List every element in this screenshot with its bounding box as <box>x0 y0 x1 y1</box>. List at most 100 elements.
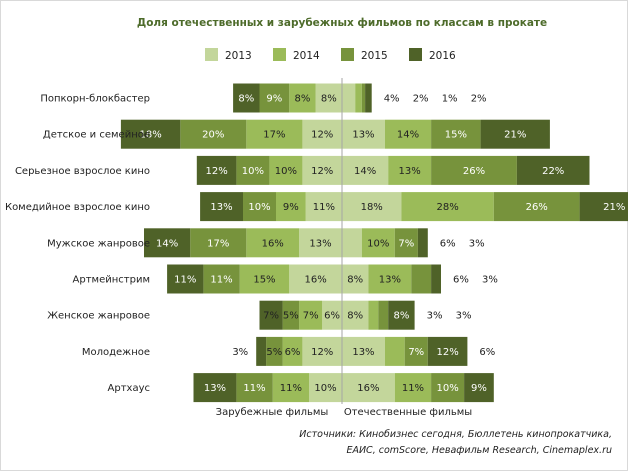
data-label-domestic: 8% <box>347 275 363 286</box>
source-line-2: ЕАИС, comScore, Невафильм Research, Cine… <box>346 445 612 456</box>
source-line-1: Источники: Кинобизнес сегодня, Бюллетень… <box>299 429 612 440</box>
bar-foreign-2014 <box>276 192 306 222</box>
data-label-domestic: 2% <box>413 94 429 105</box>
data-label-foreign: 9% <box>266 94 282 105</box>
bar-domestic-2014 <box>388 155 432 185</box>
bar-domestic-2014 <box>384 119 432 149</box>
data-label-domestic: 21% <box>603 202 625 213</box>
legend-swatch-2013 <box>205 48 218 61</box>
data-label-domestic: 6% <box>453 275 469 286</box>
category-label: Комедийное взрослое кино <box>5 202 150 213</box>
data-label-foreign: 13% <box>204 383 226 394</box>
bar-foreign-2013 <box>302 155 342 185</box>
data-label-foreign: 12% <box>205 166 227 177</box>
data-label-domestic: 10% <box>367 238 389 249</box>
data-label-domestic: 13% <box>379 275 401 286</box>
data-label-foreign: 12% <box>311 130 333 141</box>
bar-domestic-2015 <box>394 228 418 258</box>
bar-foreign-2013 <box>302 336 342 366</box>
data-label-domestic: 15% <box>445 130 467 141</box>
data-label-domestic: 8% <box>393 311 409 322</box>
legend-swatch-2016 <box>409 48 422 61</box>
bar-foreign-2016 <box>200 192 243 222</box>
data-label-domestic: 11% <box>402 383 424 394</box>
bar-foreign-2016 <box>196 155 237 185</box>
category-label: Попкорн-блокбастер <box>40 94 150 105</box>
data-label-domestic: 3% <box>456 311 472 322</box>
bar-foreign-2014 <box>282 336 303 366</box>
data-label-domestic: 6% <box>479 347 495 358</box>
category-label: Артхаус <box>108 383 150 394</box>
bar-domestic-2014 <box>368 264 412 294</box>
data-label-domestic: 26% <box>463 166 485 177</box>
bar-foreign-2016 <box>256 336 267 366</box>
bar-domestic-2013 <box>342 228 362 258</box>
data-label-domestic: 14% <box>397 130 419 141</box>
bar-domestic-2015 <box>431 155 517 185</box>
bar-foreign-2015 <box>236 373 273 403</box>
bar-foreign-2015 <box>236 155 270 185</box>
bar-domestic-2013 <box>342 336 385 366</box>
data-label-domestic: 22% <box>542 166 564 177</box>
bar-foreign-2015 <box>190 228 247 258</box>
bar-domestic-2013 <box>342 83 356 113</box>
data-label-foreign: 17% <box>207 238 229 249</box>
data-label-foreign: 3% <box>232 347 248 358</box>
data-label-foreign: 11% <box>243 383 265 394</box>
bar-domestic-2015 <box>431 119 481 149</box>
data-label-foreign: 12% <box>311 166 333 177</box>
bar-foreign-2016 <box>167 264 204 294</box>
data-label-domestic: 6% <box>440 238 456 249</box>
domestic-axis-label: Отечественные фильмы <box>344 407 472 418</box>
legend-label-2013: 2013 <box>225 50 252 62</box>
data-label-foreign: 13% <box>210 202 232 213</box>
category-label: Молодежное <box>82 347 150 358</box>
legend-label-2014: 2014 <box>293 50 320 62</box>
data-label-foreign: 10% <box>248 202 270 213</box>
bar-foreign-2013 <box>315 83 342 113</box>
data-label-foreign: 18% <box>139 130 161 141</box>
bar-domestic-2016 <box>365 83 372 113</box>
data-label-domestic: 3% <box>427 311 443 322</box>
data-label-foreign: 5% <box>283 311 299 322</box>
bar-foreign-2014 <box>299 300 323 330</box>
bar-domestic-2013 <box>342 192 402 222</box>
data-label-foreign: 11% <box>313 202 335 213</box>
data-label-domestic: 9% <box>471 383 487 394</box>
bar-foreign-2016 <box>233 83 260 113</box>
data-label-foreign: 8% <box>321 94 337 105</box>
legend-swatch-2015 <box>341 48 354 61</box>
data-label-domestic: 3% <box>482 275 498 286</box>
data-label-domestic: 7% <box>398 238 414 249</box>
bar-domestic-2013 <box>342 373 395 403</box>
data-label-foreign: 20% <box>202 130 224 141</box>
data-label-foreign: 15% <box>253 275 275 286</box>
data-label-foreign: 8% <box>238 94 254 105</box>
data-label-domestic: 4% <box>384 94 400 105</box>
data-label-foreign: 8% <box>294 94 310 105</box>
data-label-foreign: 5% <box>266 347 282 358</box>
bar-foreign-2015 <box>266 336 283 366</box>
data-label-domestic: 10% <box>436 383 458 394</box>
data-label-domestic: 13% <box>352 347 374 358</box>
data-label-domestic: 21% <box>504 130 526 141</box>
data-label-foreign: 11% <box>280 383 302 394</box>
bar-domestic-2015 <box>404 336 428 366</box>
bar-domestic-2016 <box>579 192 628 222</box>
bar-domestic-2016 <box>417 228 428 258</box>
category-label: Серьезное взрослое кино <box>15 166 150 177</box>
bar-foreign-2015 <box>180 119 247 149</box>
bar-foreign-2016 <box>193 373 237 403</box>
bar-domestic-2015 <box>411 264 432 294</box>
legend-swatch-2014 <box>273 48 286 61</box>
data-label-foreign: 17% <box>263 130 285 141</box>
data-label-foreign: 9% <box>283 202 299 213</box>
bar-domestic-2015 <box>493 192 580 222</box>
bar-domestic-2016 <box>464 373 494 403</box>
bar-domestic-2014 <box>361 228 395 258</box>
bar-foreign-2016 <box>259 300 283 330</box>
data-label-foreign: 10% <box>275 166 297 177</box>
data-label-domestic: 13% <box>352 130 374 141</box>
legend: 2013 2014 2015 2016 <box>205 48 456 62</box>
